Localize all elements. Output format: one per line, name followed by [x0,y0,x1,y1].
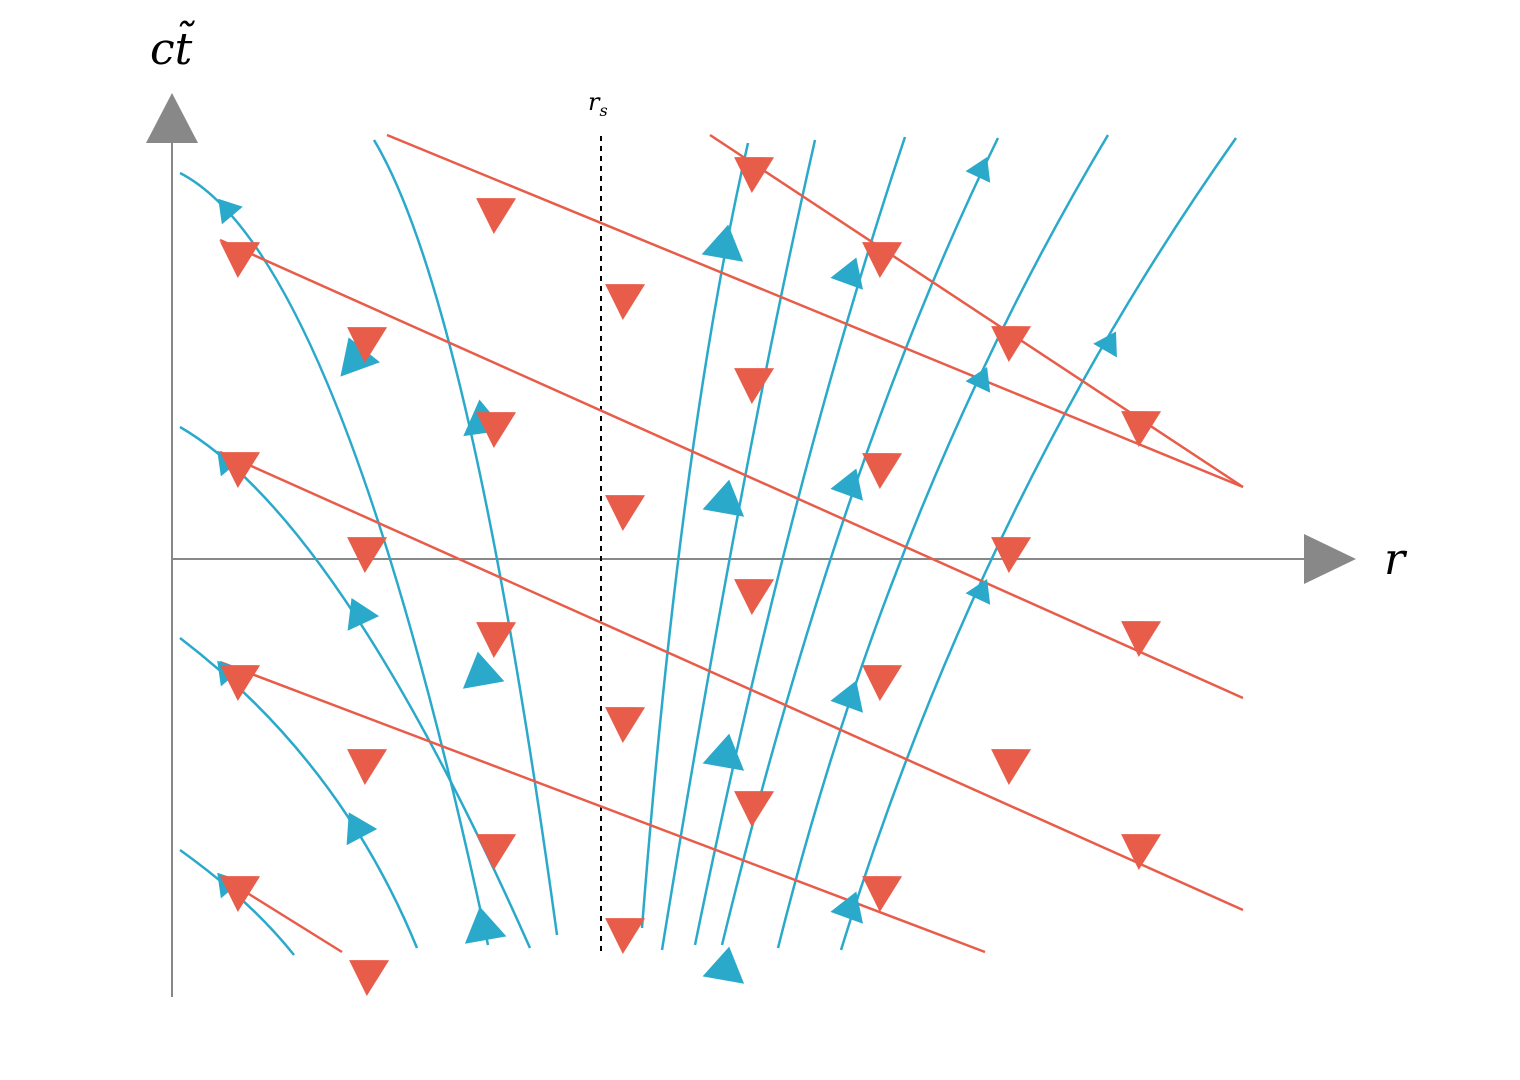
outgoing-arrow [965,157,991,183]
ingoing-arrow [734,579,775,615]
outgoing-arrow [218,198,243,225]
y-axis-label: ct̃ [150,24,193,75]
ingoing-arrow [862,876,903,912]
ingoing-arrow [605,707,646,743]
ingoing-arrow [1121,411,1162,447]
outgoing-arrow [1093,331,1117,358]
ingoing-arrow [1121,834,1162,870]
outgoing-arrow [830,468,863,501]
ingoing-arrow [220,242,261,278]
outgoing-curve [372,139,559,936]
y-axis-arrowhead [146,93,198,143]
ingoing-arrow [605,284,646,320]
ingoing-arrow [734,368,775,404]
ingoing-arrow [991,749,1032,785]
ingoing-null-lines [219,133,1244,954]
outgoing-arrow [702,733,745,771]
ingoing-arrow [476,198,517,234]
outgoing-arrow [347,598,380,631]
ingoing-arrow [605,495,646,531]
outgoing-arrow [965,579,991,605]
outgoing-arrow [340,337,380,377]
ingoing-arrow [220,665,261,701]
x-axis-label: r [1384,534,1406,585]
outgoing-arrow [702,946,745,984]
direction-arrows [217,157,1162,996]
outgoing-curve [776,134,1110,949]
ingoing-arrow [991,537,1032,573]
ingoing-arrow [220,876,261,912]
ingoing-arrow [476,834,517,870]
x-axis-arrowhead [1304,534,1356,584]
ingoing-line [219,450,1244,912]
ingoing-arrow [347,537,388,573]
ingoing-arrow [220,452,261,488]
outgoing-curve [660,139,817,951]
ingoing-line [219,660,986,954]
outgoing-curve [839,137,1238,951]
ingoing-arrow [476,622,517,658]
ingoing-arrow [862,665,903,701]
horizon-label: rs [588,90,608,119]
outgoing-arrow [464,906,507,944]
outgoing-arrow [830,680,863,713]
outgoing-null-curves [179,134,1238,956]
horizon-label-subscript: s [599,100,608,120]
ingoing-arrow [349,960,390,996]
outgoing-arrow [462,651,505,689]
outgoing-curve [693,136,907,946]
ingoing-arrow [347,749,388,785]
ingoing-line [709,133,1244,489]
ingoing-arrow [1121,621,1162,657]
outgoing-arrow [701,224,744,262]
ingoing-arrow [991,326,1032,362]
ingoing-arrow [734,157,775,193]
ingoing-arrow [347,327,388,363]
outgoing-arrow [965,367,991,393]
outgoing-curve [720,137,1000,946]
horizon-label-main: r [588,88,600,116]
ingoing-line [386,133,1244,489]
ingoing-line [219,238,1244,700]
ingoing-arrow [862,242,903,278]
ingoing-arrow [476,412,517,448]
outgoing-arrow [702,479,745,517]
ingoing-arrow [734,791,775,827]
outgoing-arrow [830,257,863,290]
ingoing-arrow [605,918,646,954]
outgoing-arrow [830,891,863,924]
outgoing-curve [179,637,419,949]
ingoing-arrow [862,453,903,489]
outgoing-arrow [346,812,378,846]
